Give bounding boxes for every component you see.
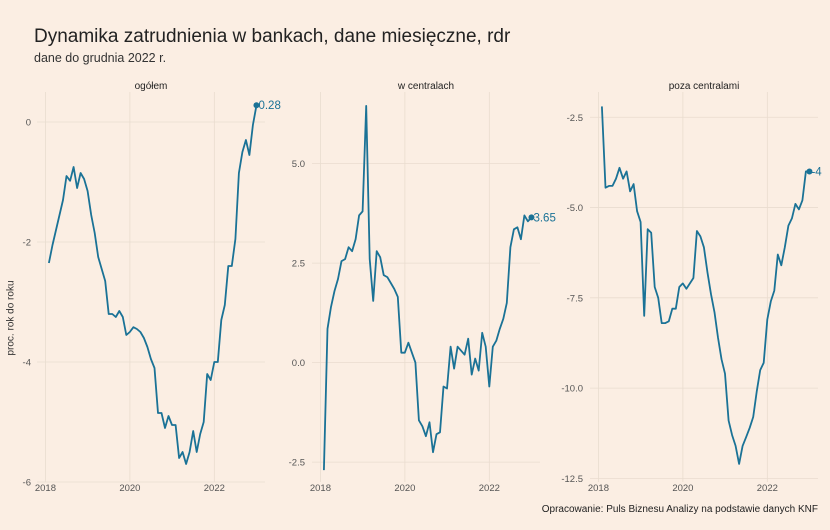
series-line xyxy=(601,106,810,465)
x-tick-label: 2022 xyxy=(757,483,778,494)
end-value-label: -4 xyxy=(811,166,822,178)
panel-2: w centralach 5.0 2.5 0.0 -2.5 2018 2020 2022 3.6… xyxy=(289,81,556,494)
y-tick-label: 5.0 xyxy=(292,159,305,170)
x-tick-label: 2020 xyxy=(672,483,693,494)
panel-title: poza centralami xyxy=(669,81,740,92)
chart-title: Dynamika zatrudnienia w bankach, dane mi… xyxy=(34,26,511,47)
y-tick-label: -4 xyxy=(23,358,31,369)
end-point xyxy=(528,214,535,221)
y-tick-label: -10.0 xyxy=(561,384,583,395)
x-tick-label: 2020 xyxy=(119,483,140,494)
end-point xyxy=(253,102,260,109)
series-line xyxy=(48,105,258,465)
panel-title: ogółem xyxy=(135,81,168,92)
y-tick-label: -12.5 xyxy=(561,474,583,485)
x-tick-label: 2022 xyxy=(479,483,500,494)
y-tick-label: -2.5 xyxy=(567,113,583,124)
end-point xyxy=(806,168,813,175)
panel-1: ogółem 0 -2 -4 -6 2018 2020 2022 0.28 xyxy=(23,81,281,494)
y-tick-label: -7.5 xyxy=(567,293,583,304)
end-value-label: 3.65 xyxy=(533,212,555,224)
x-tick-label: 2018 xyxy=(35,483,56,494)
y-tick-label: 0 xyxy=(26,118,31,129)
panel-title: w centralach xyxy=(397,81,454,92)
series-line xyxy=(323,105,533,471)
panel-3: poza centralami -2.5 -5.0 -7.5 -10.0 -12.5 201… xyxy=(561,81,822,494)
end-value-label: 0.28 xyxy=(258,100,280,112)
y-tick-label: 2.5 xyxy=(292,259,305,270)
x-tick-label: 2020 xyxy=(394,483,415,494)
y-tick-label: -6 xyxy=(23,478,31,489)
y-tick-label: -2 xyxy=(23,238,31,249)
x-tick-label: 2018 xyxy=(310,483,331,494)
y-tick-label: 0.0 xyxy=(292,358,305,369)
source-caption: Opracowanie: Puls Biznesu Analizy na pod… xyxy=(541,504,818,515)
x-tick-label: 2022 xyxy=(204,483,225,494)
chart-subtitle: dane do grudnia 2022 r. xyxy=(34,51,167,65)
y-tick-label: -5.0 xyxy=(567,203,583,214)
x-tick-label: 2018 xyxy=(588,483,609,494)
y-tick-label: -2.5 xyxy=(289,458,305,469)
